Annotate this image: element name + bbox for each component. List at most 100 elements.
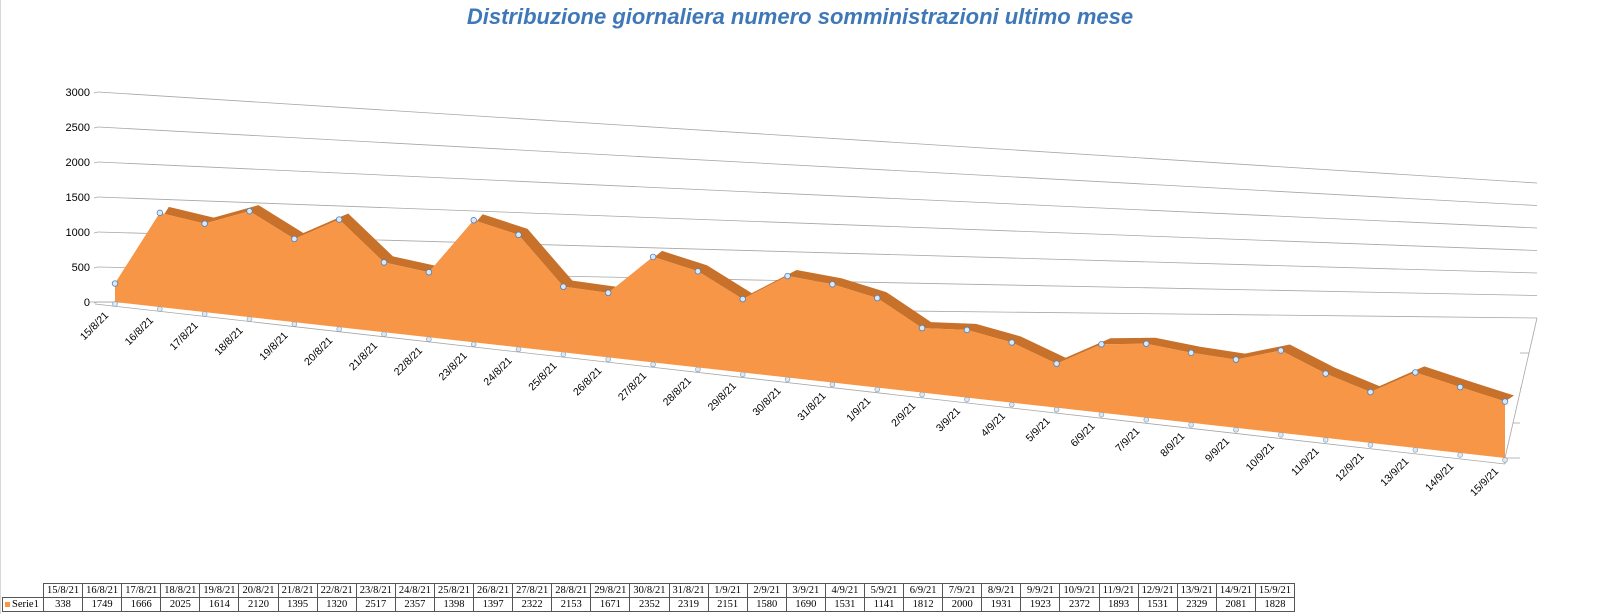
data-point-marker xyxy=(918,324,926,332)
x-tick-label: 9/9/21 xyxy=(1203,435,1232,464)
x-tick-label: 31/8/21 xyxy=(795,390,828,423)
data-point-marker xyxy=(1232,356,1240,363)
data-point-marker xyxy=(1501,398,1509,405)
base-marker xyxy=(1502,457,1508,463)
table-value-cell: 2000 xyxy=(942,597,983,612)
base-marker xyxy=(291,321,298,327)
x-tick-label: 2/9/21 xyxy=(889,400,918,429)
table-value-cell: 2329 xyxy=(1176,597,1217,612)
table-value-cell: 1828 xyxy=(1254,597,1296,612)
table-header-cell: 19/8/21 xyxy=(199,583,240,598)
gridline xyxy=(97,161,1538,229)
base-marker xyxy=(201,311,208,317)
table-header-cell: 28/8/21 xyxy=(551,583,592,598)
table-value-cell: 1398 xyxy=(433,597,475,612)
table-value-cell: 1320 xyxy=(316,597,357,612)
table-value-cell: 2151 xyxy=(707,597,748,612)
data-point-marker xyxy=(291,235,298,243)
base-marker xyxy=(336,326,342,332)
y-tick-mark xyxy=(93,266,99,269)
table-value-cell: 1395 xyxy=(277,597,318,612)
base-marker xyxy=(1188,422,1194,428)
table-value-cell: 1893 xyxy=(1098,597,1139,612)
base-marker xyxy=(1278,432,1284,438)
table-header-cell: 12/9/21 xyxy=(1137,583,1178,598)
x-tick-label: 6/9/21 xyxy=(1068,420,1097,449)
data-point-marker xyxy=(201,220,208,227)
table-header-cell: 3/9/21 xyxy=(785,583,826,598)
data-point-marker xyxy=(1053,360,1060,367)
y-tick-label: 500 xyxy=(72,262,90,274)
data-table: 15/8/21 16/8/21 17/8/21 18/8/21 19/8/21 20/8/… xyxy=(2,583,1296,612)
table-header-cell: 15/8/21 xyxy=(42,583,84,598)
table-header-cell: 22/8/21 xyxy=(316,583,357,598)
base-marker xyxy=(1233,427,1239,433)
base-marker xyxy=(1143,416,1150,423)
table-value-cell: 2517 xyxy=(355,597,396,612)
y-tick-label: 1000 xyxy=(66,227,90,239)
y-tick-mark xyxy=(93,91,99,94)
data-point-marker xyxy=(1322,370,1329,377)
base-marker xyxy=(157,306,163,312)
table-value-cell: 1141 xyxy=(863,597,905,612)
gridline xyxy=(97,91,1538,184)
x-tick-label: 15/9/21 xyxy=(1468,466,1501,499)
data-point-marker xyxy=(335,216,343,223)
y-tick-mark xyxy=(93,196,99,199)
data-point-marker xyxy=(111,280,119,287)
table-value-cell: 1690 xyxy=(785,597,826,612)
table-value-cell: 2120 xyxy=(238,597,279,612)
table-header-cell: 4/9/21 xyxy=(824,583,865,598)
x-tick-label: 15/8/21 xyxy=(78,310,111,343)
table-header-cell: 18/8/21 xyxy=(160,583,201,598)
base-marker xyxy=(426,336,432,342)
y-tick-label: 1500 xyxy=(66,192,90,204)
base-marker xyxy=(919,391,925,398)
data-point-marker xyxy=(1187,349,1195,356)
table-value-cell: 2372 xyxy=(1059,597,1100,612)
data-table-value-row: Serie1 338 1749 1666 2025 1614 2120 1395 1320 25… xyxy=(2,597,1296,612)
x-tick-label: 21/8/21 xyxy=(347,340,380,373)
base-marker xyxy=(650,361,656,368)
x-tick-label: 7/9/21 xyxy=(1113,425,1142,454)
table-header-cell: 2/9/21 xyxy=(746,583,787,598)
table-header-cell: 7/9/21 xyxy=(942,583,983,598)
base-marker xyxy=(1098,411,1105,418)
data-point-marker xyxy=(425,269,433,276)
table-header-cell: 21/8/21 xyxy=(277,583,318,598)
area-front-face xyxy=(115,211,1505,458)
base-marker xyxy=(470,341,477,348)
data-point-marker xyxy=(649,253,657,261)
data-point-marker xyxy=(156,209,164,217)
chart-title: Distribuzione giornaliera numero sommini… xyxy=(466,4,1134,29)
x-tick-label: 29/8/21 xyxy=(706,380,739,413)
table-header-cell: 11/9/21 xyxy=(1098,583,1139,598)
base-marker xyxy=(605,356,611,363)
base-marker xyxy=(1457,452,1463,458)
x-tick-label: 23/8/21 xyxy=(437,350,470,383)
x-tick-label: 20/8/21 xyxy=(302,335,335,368)
table-header-cell: 20/8/21 xyxy=(238,583,279,598)
x-tick-label: 17/8/21 xyxy=(168,320,201,353)
x-tick-label: 26/8/21 xyxy=(571,365,604,398)
table-value-cell: 1397 xyxy=(473,597,514,612)
data-point-marker xyxy=(1098,341,1105,348)
table-header-cell: 1/9/21 xyxy=(707,583,748,598)
data-point-marker xyxy=(1008,339,1015,346)
x-tick-label: 24/8/21 xyxy=(481,355,514,388)
data-point-marker xyxy=(470,217,477,224)
base-marker xyxy=(1322,437,1329,443)
y-tick-mark xyxy=(93,126,99,129)
x-tick-label: 27/8/21 xyxy=(616,370,649,403)
base-marker xyxy=(1053,406,1060,413)
x-tick-label: 30/8/21 xyxy=(750,385,783,418)
table-value-cell: 1671 xyxy=(590,597,631,612)
y-tick-mark xyxy=(93,231,99,234)
x-tick-label: 3/9/21 xyxy=(934,405,963,434)
table-header-cell: 10/9/21 xyxy=(1059,583,1100,598)
data-point-marker xyxy=(560,283,567,290)
area-chart: 0 500 1000 1500 2000 2500 3000 15/8/21 16/8/21 17… xyxy=(66,87,1538,499)
data-point-marker xyxy=(1456,383,1464,391)
data-table-series-label: Serie1 xyxy=(2,597,44,612)
